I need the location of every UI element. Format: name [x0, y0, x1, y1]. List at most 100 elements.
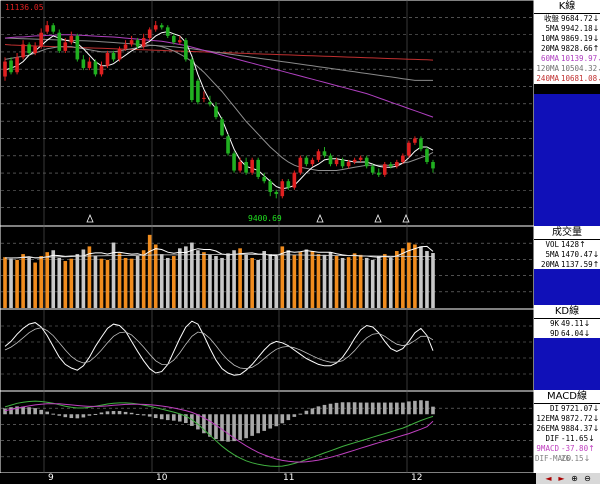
kline-row-value: 9869.19: [561, 34, 593, 43]
volume-bar: [316, 254, 321, 308]
chart-canvas: [0, 0, 534, 473]
trend-arrow-icon: ↓: [597, 64, 600, 73]
volume-bar: [250, 257, 254, 308]
volume-bar: [9, 258, 13, 308]
macd-osc-bar: [171, 414, 176, 421]
kline-row-value: 9684.72: [561, 14, 593, 23]
volume-bar: [226, 253, 230, 308]
macd-osc-bar: [57, 414, 62, 416]
volume-bar: [75, 254, 80, 308]
volume-bar: [220, 257, 224, 308]
macd-osc-bar: [370, 402, 375, 415]
macd-osc-bar: [262, 414, 267, 431]
candle-body: [419, 138, 423, 150]
candle-body: [220, 119, 224, 136]
x-label-9: 9: [48, 473, 54, 483]
macd-osc-bar: [280, 414, 285, 424]
volume-bar: [21, 254, 25, 308]
volume-bar: [111, 242, 116, 308]
volume-bar: [129, 258, 134, 308]
volume-bar: [208, 254, 212, 308]
candle-body: [57, 32, 62, 51]
macd-osc-bar: [292, 414, 297, 417]
candle-body: [111, 53, 116, 60]
volume-bar: [196, 250, 200, 308]
dif-line: [4, 400, 434, 467]
trend-arrow-icon: ↓: [588, 434, 595, 443]
candle-body: [340, 159, 345, 167]
macd-row-label: DI: [549, 404, 559, 413]
kline-row-label: 120MA: [536, 64, 559, 73]
kline-panel-title[interactable]: K線: [534, 0, 600, 14]
kline-row: 10MA 9869.19↓: [534, 34, 600, 44]
kline-row-value: 10681.08: [561, 74, 598, 83]
volume-bar: [322, 254, 327, 308]
candle-body: [364, 157, 369, 167]
x-label-12: 12: [411, 473, 423, 483]
volume-bar: [33, 262, 37, 308]
kline-row-value: 9828.66: [561, 44, 593, 53]
kline-row: 5MA 9942.18↓: [534, 24, 600, 34]
macd-osc-bar: [268, 414, 273, 429]
kd-panel-title[interactable]: KD線: [534, 305, 600, 319]
macd-osc-bar: [208, 414, 212, 437]
macd-osc-bar: [358, 402, 363, 415]
signal-marker-icon: [402, 213, 410, 223]
volume-bar: [184, 246, 188, 308]
candle-body: [376, 172, 381, 175]
macd-osc-bar: [256, 414, 260, 434]
macd-osc-bar: [431, 406, 435, 415]
trend-arrow-icon: ↑: [592, 44, 600, 53]
candle-body: [304, 157, 309, 165]
volume-bar: [401, 248, 405, 308]
trend-arrow-icon: ↓: [592, 404, 600, 413]
kline-row: 收盤 9684.72↓: [534, 14, 600, 24]
macd-osc-bar: [21, 406, 25, 415]
kline-row-label: 10MA: [540, 34, 559, 43]
volume-panel-title[interactable]: 成交量: [534, 226, 600, 240]
candle-body: [346, 161, 351, 167]
scroll-left-button[interactable]: ◄: [545, 473, 552, 483]
macd-row-value: 9884.37: [561, 424, 593, 433]
candle-body: [431, 161, 435, 169]
zoom-out-icon[interactable]: ⊖: [584, 473, 591, 483]
scroll-right-button[interactable]: ►: [558, 473, 565, 483]
macd-row-label: DIF-MACD: [535, 454, 572, 463]
macd-osc-bar: [33, 408, 37, 415]
macd-osc-bar: [147, 414, 152, 417]
kd-values: 9K 49.11↓ 9D 64.04↓: [534, 319, 600, 339]
candle-body: [51, 25, 56, 32]
candle-body: [75, 35, 80, 60]
macd-osc-bar: [328, 403, 333, 415]
volume-row-value: 1137.59: [561, 260, 593, 269]
macd-osc-bar: [220, 414, 224, 442]
trend-arrow-icon: ↓: [592, 14, 600, 23]
kd-panel: KD線 9K 49.11↓ 9D 64.04↓: [534, 305, 600, 339]
macd-osc-bar: [75, 414, 80, 419]
volume-bar: [45, 252, 50, 308]
macd-row-label: 26EMA: [536, 424, 559, 433]
sidebar-filler: [534, 269, 600, 305]
macd-osc-bar: [238, 414, 242, 440]
kline-row-label: 20MA: [540, 44, 559, 53]
macd-osc-bar: [184, 414, 188, 424]
macd-row-value: 9721.07: [561, 404, 593, 413]
signal-marker-icon: [316, 213, 324, 223]
kline-row: 20MA 9828.66↑: [534, 44, 600, 54]
macd-panel-title[interactable]: MACD線: [534, 390, 600, 404]
trend-arrow-icon: ↑: [592, 260, 600, 269]
candle-body: [81, 59, 86, 68]
volume-bar: [165, 257, 170, 308]
volume-bar: [413, 244, 417, 308]
zoom-in-icon[interactable]: ⊕: [571, 473, 578, 483]
candle-body: [425, 149, 429, 162]
chart-area[interactable]: 11136.05 9400.69: [0, 0, 534, 484]
macd-osc-bar: [69, 414, 74, 419]
low-price-label: 9400.69: [248, 214, 282, 223]
candle-body: [208, 102, 212, 105]
macd-osc-bar: [304, 410, 309, 415]
macd-osc-bar: [395, 402, 399, 415]
volume-bar: [69, 258, 74, 308]
macd-row-label: DIF: [545, 434, 559, 443]
